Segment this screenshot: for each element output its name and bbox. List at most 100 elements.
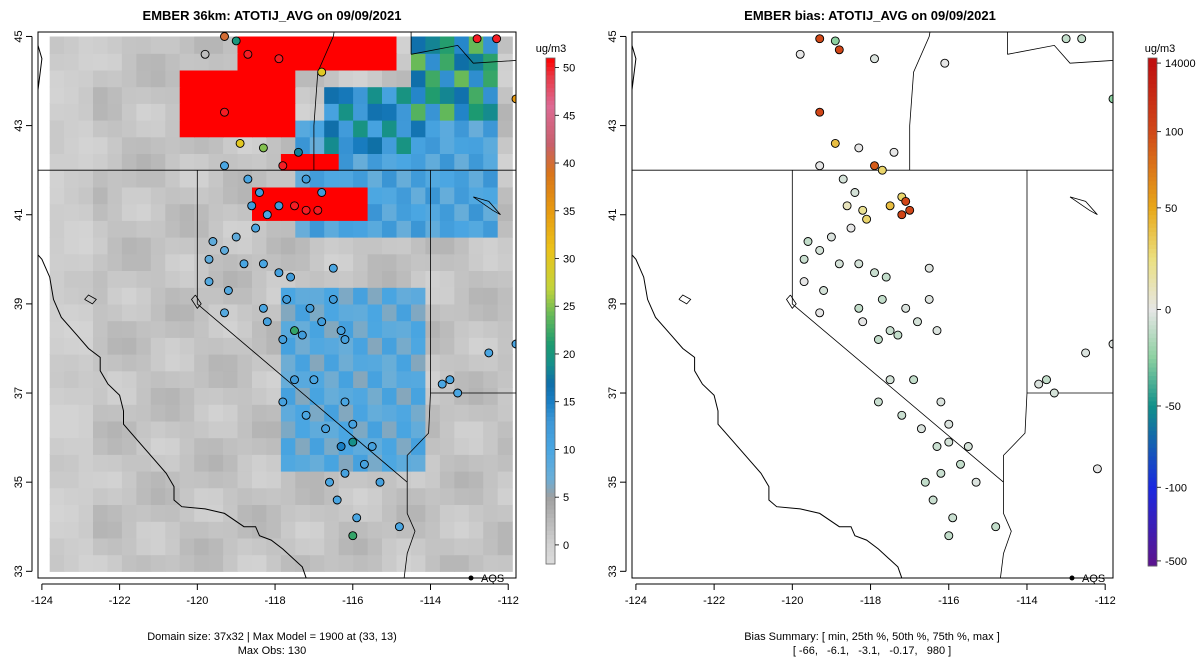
colorbar-segment <box>546 344 555 350</box>
grid-cell <box>266 471 282 489</box>
grid-cell <box>165 69 181 88</box>
colorbar-segment <box>546 294 555 299</box>
grid-cell <box>483 103 499 121</box>
grid-cell <box>338 487 354 505</box>
grid-cell <box>150 420 166 439</box>
grid-cell <box>252 103 268 121</box>
monitor-point <box>243 174 253 184</box>
grid-cell <box>208 370 224 388</box>
monitor-point <box>916 424 926 434</box>
grid-cell <box>309 287 325 305</box>
grid-cell <box>78 370 94 388</box>
grid-cell <box>382 454 398 472</box>
grid-cell <box>208 120 224 138</box>
grid-cell <box>150 153 166 171</box>
grid-cell <box>309 220 325 238</box>
left-colorbar: 0 5 10 15 20 25 30 35 40 45 50 <box>545 57 575 565</box>
monitor-point <box>220 107 229 117</box>
grid-cell <box>78 303 94 322</box>
colorbar-segment <box>1148 477 1157 482</box>
grid-cell <box>483 120 499 138</box>
x-tick-label: -114 <box>420 595 441 607</box>
colorbar-segment <box>546 150 555 156</box>
monitor-point <box>301 410 311 420</box>
colorbar-segment <box>546 66 555 72</box>
colorbar-segment <box>1148 489 1157 495</box>
grid-cell <box>136 354 152 372</box>
grid-cell <box>252 320 268 338</box>
monitor-point <box>1108 94 1113 104</box>
colorbar-segment <box>546 273 555 278</box>
grid-cell <box>179 487 195 505</box>
colorbar-segment <box>546 361 555 367</box>
colorbar-segment <box>546 104 555 110</box>
grid-cell <box>136 554 152 572</box>
grid-cell <box>396 237 412 255</box>
monitor-point <box>336 326 346 336</box>
grid-cell <box>208 103 224 121</box>
grid-cell <box>367 454 383 472</box>
grid-cell <box>179 404 195 422</box>
monitor-point <box>815 161 825 171</box>
grid-cell <box>454 120 470 138</box>
coastline <box>632 43 903 578</box>
grid-cell <box>425 253 441 271</box>
colorbar-segment <box>1148 129 1157 135</box>
monitor-point <box>799 254 809 264</box>
grid-cell <box>237 404 253 422</box>
monitor-point <box>231 232 241 242</box>
grid-cell <box>468 270 484 288</box>
monitor-point <box>274 54 284 64</box>
grid-cell <box>425 203 441 221</box>
grid-cell <box>252 370 268 388</box>
monitor-point <box>870 54 879 64</box>
grid-cell <box>64 120 80 138</box>
grid-cell <box>64 404 80 422</box>
monitor-point <box>375 477 385 487</box>
monitor-point <box>1108 339 1113 349</box>
monitor-point <box>901 196 911 206</box>
grid-cell <box>64 103 80 121</box>
grid-cell <box>295 387 311 405</box>
colorbar-segment <box>546 475 555 481</box>
grid-cell <box>280 103 296 121</box>
grid-cell <box>454 86 470 104</box>
grid-cell <box>439 220 455 238</box>
grid-cell <box>208 287 224 305</box>
grid-cell <box>165 554 181 572</box>
grid-cell <box>382 287 398 305</box>
colorbar-segment <box>1148 307 1157 313</box>
monitor-point <box>858 317 868 327</box>
monitor-point <box>854 259 864 269</box>
grid-cell <box>280 303 296 322</box>
grid-cell <box>107 203 123 221</box>
grid-cell <box>367 337 383 355</box>
colorbar-segment <box>1148 396 1157 402</box>
grid-cell <box>266 387 282 405</box>
grid-cell <box>324 170 340 188</box>
colorbar-segment <box>1148 426 1157 432</box>
grid-cell <box>454 237 470 255</box>
grid-cell <box>121 454 137 472</box>
monitor-point <box>317 188 327 197</box>
grid-cell <box>266 287 282 305</box>
grid-cell <box>93 86 109 104</box>
grid-cell <box>150 237 166 255</box>
colorbar-segment <box>546 306 555 312</box>
colorbar-segment <box>546 91 555 97</box>
monitor-point <box>1081 348 1091 358</box>
grid-cell <box>324 203 340 221</box>
grid-cell <box>425 337 441 355</box>
grid-cell <box>121 320 137 338</box>
grid-cell <box>367 220 383 238</box>
grid-cell <box>136 86 152 104</box>
lake-0 <box>678 294 692 305</box>
monitor-point <box>200 49 210 59</box>
grid-cell <box>280 420 296 439</box>
colorbar-segment <box>546 201 555 207</box>
monitor-point <box>332 495 342 505</box>
grid-cell <box>93 69 109 88</box>
grid-cell <box>454 420 470 439</box>
grid-cell <box>194 420 210 439</box>
colorbar-segment <box>546 559 555 565</box>
